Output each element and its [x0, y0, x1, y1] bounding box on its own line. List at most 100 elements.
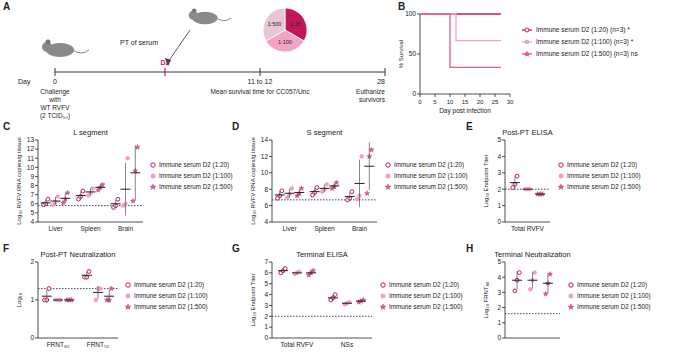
y-tick	[269, 338, 272, 339]
x-axis	[505, 222, 550, 223]
y-tick-label: 100	[405, 10, 416, 17]
timeline-tick	[260, 68, 261, 76]
y-tick-label: 9	[30, 173, 34, 180]
y-tick-label: 4	[497, 274, 501, 281]
data-point	[311, 268, 316, 273]
legend-marker	[568, 304, 574, 310]
data-point	[131, 198, 136, 203]
y-axis-label: Log₁₀ Endpoint Titer	[483, 154, 489, 207]
y-axis-label: Log₁₀ FRNT₈₀	[483, 281, 489, 319]
chart-title: S segment	[307, 128, 344, 137]
y-tick-label: 10	[261, 169, 269, 176]
y-tick-label: 6	[264, 269, 268, 276]
mean-line	[294, 192, 304, 193]
panel-label: G	[232, 243, 240, 254]
x-axis	[505, 338, 560, 339]
data-point	[355, 197, 359, 201]
timeline	[55, 72, 385, 73]
schematic: APT of serum1:201:1001:500Day011 to 1228…	[3, 1, 386, 120]
data-point	[299, 186, 304, 191]
mean-line	[86, 191, 96, 192]
data-point	[46, 197, 50, 201]
legend-marker	[386, 174, 390, 178]
mean-line	[275, 194, 285, 195]
legend-label: Immune serum D2 (1:500)	[577, 303, 651, 311]
legend-marker	[126, 294, 130, 298]
legend-label: Immune serum D2 (1:20)	[577, 281, 647, 289]
pie-label: 1:500	[268, 21, 282, 27]
x-tick-label: 30	[507, 99, 514, 105]
y-tick	[502, 172, 505, 173]
data-point	[533, 271, 537, 275]
survival-line	[420, 14, 501, 41]
x-tick-label: Brain	[118, 225, 134, 232]
y-tick-label: 1	[497, 319, 501, 326]
legend-label: Immune serum D2 (1:500)	[389, 303, 463, 311]
mean-line	[76, 195, 86, 196]
x-tick-label: Spleen	[80, 225, 101, 233]
y-tick-label: 1	[264, 323, 268, 330]
arrow	[168, 30, 190, 62]
data-point	[98, 287, 102, 291]
mean-line	[342, 303, 352, 304]
y-tick	[35, 212, 38, 213]
y-tick	[269, 222, 272, 223]
pie-slice	[263, 8, 285, 41]
mouse-icon	[192, 9, 197, 14]
y-tick	[35, 185, 38, 186]
mean-line	[130, 172, 140, 173]
x-axis	[272, 222, 377, 223]
legend-marker	[569, 283, 573, 287]
y-tick	[269, 205, 272, 206]
y-tick	[35, 149, 38, 150]
timeline-tick	[385, 68, 386, 76]
legend-label: Immune serum D2 (1:100)	[389, 292, 463, 300]
mean-line	[320, 188, 330, 189]
data-point	[91, 186, 95, 190]
y-tick	[35, 194, 38, 195]
mean-line	[355, 183, 365, 184]
mean-line	[51, 201, 61, 202]
y-tick-label: 1	[30, 296, 34, 303]
x-tick	[480, 94, 481, 97]
event-label: (2 TCID₅₀)	[40, 112, 70, 120]
data-point	[543, 291, 548, 296]
legend-label: Immune serum D2 (1:20)	[394, 161, 464, 169]
mean-line	[535, 194, 545, 195]
x-tick-label: FRNT₅₀	[87, 341, 110, 348]
legend-marker	[381, 294, 385, 298]
timeline-tick	[55, 68, 56, 76]
mean-line	[82, 275, 92, 276]
x-axis	[38, 338, 118, 339]
y-tick	[417, 54, 420, 55]
mean-line	[510, 182, 520, 183]
mean-line	[111, 203, 121, 204]
chart: CL segment45678910111213Log₁₀ RVFV RNA c…	[3, 121, 233, 233]
data-point	[360, 155, 364, 159]
mean-line	[364, 166, 374, 167]
y-tick	[35, 176, 38, 177]
legend-marker	[559, 174, 563, 178]
data-point	[350, 190, 354, 194]
mouse-icon	[73, 50, 89, 53]
legend-label: Immune serum D2 (1:20)	[389, 281, 459, 289]
chart: HTerminal Neutralization012345Log₁₀ FRNT…	[466, 243, 651, 341]
legend-marker	[525, 40, 529, 44]
data-point	[280, 189, 284, 193]
y-tick	[269, 156, 272, 157]
chart-title: Terminal Neutralization	[494, 250, 570, 259]
y-tick-label: 4	[264, 291, 268, 298]
y-tick-label: 2	[30, 258, 34, 265]
data-point	[315, 186, 319, 190]
mouse-icon	[46, 40, 51, 45]
y-tick-label: 2	[264, 313, 268, 320]
panel-label: E	[466, 121, 473, 132]
treatment-day: D2	[161, 59, 170, 66]
legend-label: Immune serum D2 (1:100)	[577, 292, 651, 300]
legend-marker	[524, 51, 529, 56]
legend-label: Immune serum D2 (1:500)	[394, 183, 468, 191]
y-tick-label: 2	[497, 186, 501, 193]
y-axis-label: Log₁₀	[16, 292, 22, 307]
y-tick	[35, 158, 38, 159]
x-tick-label: 20	[477, 99, 484, 105]
